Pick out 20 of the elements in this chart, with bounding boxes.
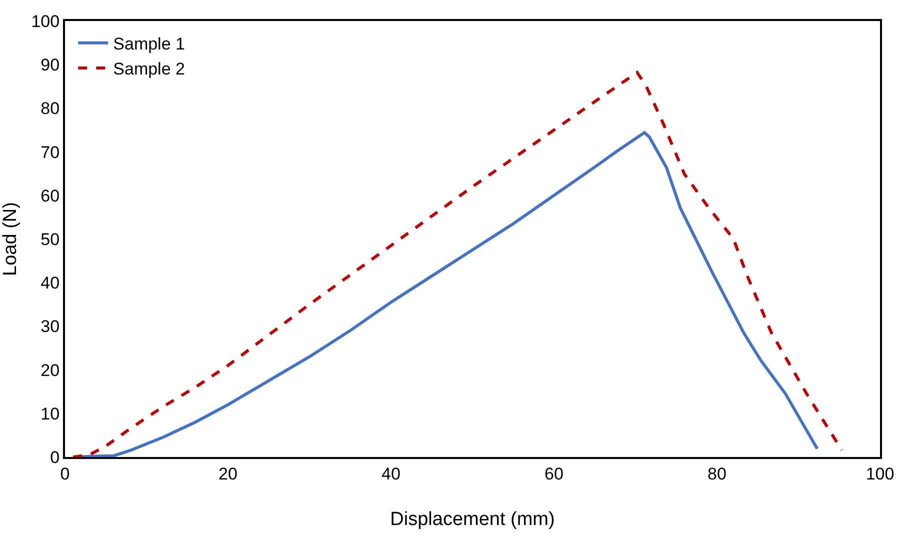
- y-tick-label: 100: [31, 12, 60, 31]
- y-tick-label: 0: [50, 448, 60, 467]
- x-tick-label: 20: [218, 464, 238, 484]
- x-tick-label: 40: [382, 464, 400, 484]
- y-tick-label: 80: [40, 99, 60, 118]
- y-tick-label: 90: [40, 56, 60, 75]
- y-tick-label: 50: [40, 230, 60, 249]
- x-tick-label: 100: [866, 464, 894, 484]
- legend-label: Sample 2: [113, 60, 185, 79]
- x-tick-label: 60: [544, 464, 564, 484]
- y-axis-title: Load (N): [0, 202, 21, 276]
- y-tick-label: 10: [40, 404, 60, 424]
- x-axis-title: Displacement (mm): [390, 509, 555, 530]
- y-tick-label: 30: [40, 317, 60, 336]
- y-tick-label: 70: [40, 142, 60, 162]
- y-tick-label: 20: [40, 360, 60, 380]
- x-tick-label: 80: [708, 464, 726, 484]
- y-tick-label: 60: [40, 186, 60, 206]
- y-tick-label: 40: [40, 274, 60, 293]
- legend-label: Sample 1: [113, 34, 185, 54]
